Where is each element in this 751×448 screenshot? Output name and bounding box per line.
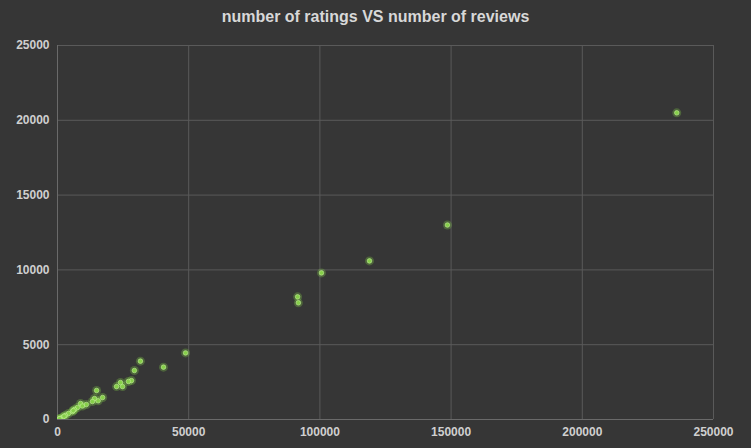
- svg-text:5000: 5000: [23, 338, 50, 352]
- svg-text:250000: 250000: [693, 425, 733, 439]
- html-text:number of ratings VS number of: number of ratings VS number of reviews: [221, 8, 530, 25]
- svg-text:0: 0: [54, 425, 61, 439]
- svg-text:25000: 25000: [16, 38, 50, 52]
- svg-text:100000: 100000: [300, 425, 340, 439]
- svg-text:20000: 20000: [16, 113, 50, 127]
- svg-text:10000: 10000: [16, 263, 50, 277]
- svg-text:50000: 50000: [172, 425, 206, 439]
- svg-text:150000: 150000: [431, 425, 471, 439]
- svg-text:200000: 200000: [562, 425, 602, 439]
- svg-text:15000: 15000: [16, 188, 50, 202]
- svg-text:0: 0: [43, 412, 50, 426]
